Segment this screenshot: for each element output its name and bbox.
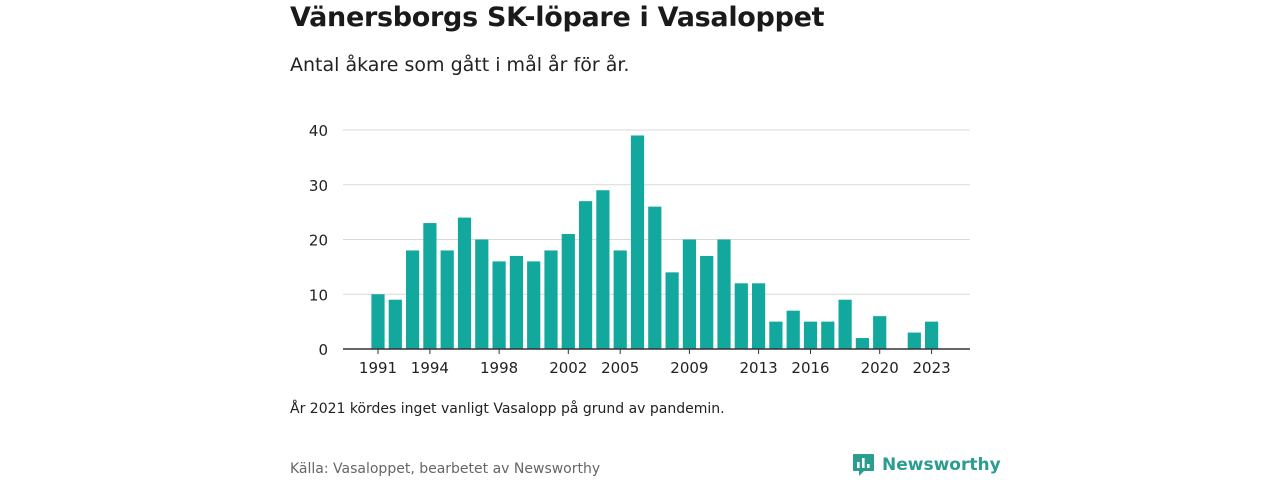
bar-2001[interactable] <box>544 250 558 349</box>
bar-1991[interactable] <box>371 294 385 349</box>
chart-note: År 2021 kördes inget vanligt Vasalopp på… <box>290 401 725 417</box>
bar-2007[interactable] <box>648 206 662 349</box>
newsworthy-brand[interactable]: Newsworthy <box>852 453 1001 477</box>
bar-2014[interactable] <box>769 321 783 349</box>
x-tick-label: 2005 <box>601 359 639 377</box>
bar-1998[interactable] <box>492 261 506 349</box>
x-tick-label: 2020 <box>861 359 899 377</box>
bar-2002[interactable] <box>561 234 575 349</box>
bar-2019[interactable] <box>855 338 869 349</box>
x-tick-label: 1991 <box>359 359 397 377</box>
bars <box>371 135 939 350</box>
bar-2016[interactable] <box>803 321 818 349</box>
source-text: Källa: Vasaloppet, bearbetet av Newswort… <box>290 461 601 477</box>
x-tick-label: 2016 <box>791 359 829 377</box>
bar-2004[interactable] <box>596 190 610 349</box>
y-tick-label: 10 <box>309 286 328 304</box>
bar-1994[interactable] <box>423 223 437 349</box>
bar-2015[interactable] <box>786 310 800 349</box>
chart-subtitle: Antal åkare som gått i mål år för år. <box>290 54 630 76</box>
bar-1993[interactable] <box>406 250 420 349</box>
x-tick-label: 2009 <box>670 359 708 377</box>
axes <box>343 348 970 354</box>
bar-chart: 0 10 20 30 40 1991 1994 1998 2002 2005 2009 2013 20… <box>309 122 970 377</box>
x-tick-label: 2002 <box>549 359 587 377</box>
bar-2006[interactable] <box>630 135 645 349</box>
bar-1999[interactable] <box>509 255 523 349</box>
newsworthy-logo-icon <box>853 454 874 476</box>
y-tick-label: 40 <box>309 122 328 140</box>
y-tick-label: 20 <box>309 232 328 250</box>
bar-2010[interactable] <box>700 255 714 349</box>
bar-2020[interactable] <box>873 316 887 349</box>
bar-2012[interactable] <box>734 283 748 349</box>
x-tick-label: 1994 <box>411 359 449 377</box>
y-tick-labels: 0 10 20 30 40 <box>309 122 328 359</box>
brand-name: Newsworthy <box>882 455 1001 475</box>
bar-2013[interactable] <box>752 283 766 349</box>
chart-title: Vänersborgs SK-löpare i Vasaloppet <box>290 2 825 33</box>
bar-2000[interactable] <box>527 261 541 349</box>
bar-2003[interactable] <box>579 201 593 349</box>
bar-2022[interactable] <box>907 332 921 349</box>
bar-2008[interactable] <box>665 272 679 349</box>
y-tick-label: 0 <box>318 341 328 359</box>
bar-2009[interactable] <box>682 239 696 350</box>
bar-2017[interactable] <box>821 321 835 349</box>
bar-1992[interactable] <box>388 299 402 349</box>
y-tick-label: 30 <box>309 177 328 195</box>
bar-1997[interactable] <box>475 239 489 350</box>
bar-2023[interactable] <box>925 321 939 349</box>
x-tick-label: 1998 <box>480 359 518 377</box>
x-tick-label: 2023 <box>913 359 951 377</box>
bar-2018[interactable] <box>838 299 852 349</box>
x-tick-label: 2013 <box>740 359 778 377</box>
bar-1996[interactable] <box>457 217 472 349</box>
x-tick-labels: 1991 1994 1998 2002 2005 2009 2013 2016 2020 2023 <box>359 359 951 377</box>
bar-1995[interactable] <box>440 250 454 349</box>
bar-2005[interactable] <box>613 250 627 349</box>
bar-2011[interactable] <box>717 239 731 350</box>
